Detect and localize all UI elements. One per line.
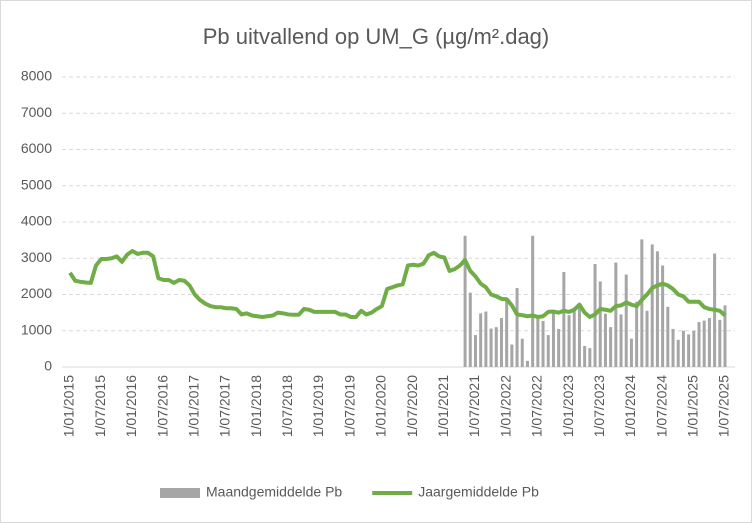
bar: [645, 310, 649, 367]
y-tick-label: 8000: [21, 68, 52, 84]
x-tick-label: 1/07/2015: [92, 375, 108, 437]
bar: [520, 338, 524, 367]
y-tick-label: 7000: [21, 104, 52, 120]
y-tick-label: 4000: [21, 213, 52, 229]
x-tick-label: 1/01/2023: [560, 375, 576, 437]
chart-title: Pb uitvallend op UM_G (µg/m².dag): [203, 24, 550, 49]
x-tick-label: 1/07/2018: [279, 375, 295, 437]
bar: [707, 318, 711, 367]
bar: [572, 310, 576, 367]
bar: [598, 281, 602, 367]
line: [68, 249, 727, 319]
bar: [546, 335, 550, 367]
bar: [655, 251, 659, 367]
x-tick-label: 1/01/2021: [435, 375, 451, 437]
bar: [650, 244, 654, 367]
bar: [463, 235, 467, 367]
bar: [536, 318, 540, 367]
bar: [551, 310, 555, 367]
bar: [697, 322, 701, 367]
x-tick-label: 1/01/2017: [185, 375, 201, 437]
bar: [515, 287, 519, 367]
x-tick-label: 1/01/2025: [685, 375, 701, 437]
y-tick-label: 1000: [21, 321, 52, 337]
bar: [588, 348, 592, 367]
bar: [484, 311, 488, 367]
x-tick-label: 1/07/2016: [154, 375, 170, 437]
x-tick-label: 1/07/2023: [591, 375, 607, 437]
y-tick-label: 2000: [21, 285, 52, 301]
bar: [541, 320, 545, 367]
bar: [494, 327, 498, 367]
bar: [531, 235, 535, 367]
bar: [702, 320, 706, 367]
y-tick-label: 0: [44, 358, 52, 374]
legend-label: Jaargemiddelde Pb: [418, 484, 539, 500]
x-tick-label: 1/01/2022: [497, 375, 513, 437]
bar: [619, 314, 623, 367]
bar: [624, 274, 628, 367]
bar: [692, 330, 696, 367]
x-tick-label: 1/07/2024: [653, 375, 669, 437]
bar: [609, 327, 613, 367]
bar: [505, 299, 509, 367]
bar: [676, 339, 680, 367]
bar: [640, 239, 644, 367]
x-tick-label: 1/01/2024: [622, 375, 638, 437]
bar: [629, 338, 633, 367]
legend-label: Maandgemiddelde Pb: [206, 484, 342, 500]
bar: [635, 301, 639, 367]
y-tick-label: 6000: [21, 140, 52, 156]
bar: [614, 262, 618, 367]
x-tick-label: 1/07/2025: [716, 375, 732, 437]
bar: [577, 305, 581, 367]
bar: [723, 305, 727, 367]
bar: [603, 313, 607, 367]
bar: [468, 292, 472, 367]
bar: [666, 306, 670, 367]
y-tick-label: 3000: [21, 249, 52, 265]
x-tick-label: 1/07/2019: [341, 375, 357, 437]
bar: [557, 328, 561, 367]
bar: [687, 334, 691, 367]
y-tick-label: 5000: [21, 176, 52, 192]
x-tick-label: 1/07/2017: [217, 375, 233, 437]
bar: [473, 335, 477, 367]
bar: [562, 272, 566, 367]
x-tick-label: 1/07/2020: [404, 375, 420, 437]
bar: [718, 319, 722, 367]
bar: [671, 328, 675, 367]
bar: [567, 315, 571, 367]
bar: [499, 318, 503, 367]
x-tick-label: 1/07/2021: [466, 375, 482, 437]
x-tick-label: 1/01/2020: [373, 375, 389, 437]
bar: [525, 360, 529, 367]
bar: [479, 313, 483, 367]
x-tick-label: 1/07/2022: [529, 375, 545, 437]
x-tick-label: 1/01/2016: [123, 375, 139, 437]
bar: [661, 265, 665, 367]
legend-swatch: [160, 488, 200, 498]
bar: [510, 344, 514, 367]
bar: [489, 328, 493, 367]
x-tick-label: 1/01/2015: [61, 375, 77, 437]
bar: [583, 345, 587, 367]
x-tick-label: 1/01/2019: [310, 375, 326, 437]
bar: [681, 330, 685, 367]
x-tick-label: 1/01/2018: [248, 375, 264, 437]
